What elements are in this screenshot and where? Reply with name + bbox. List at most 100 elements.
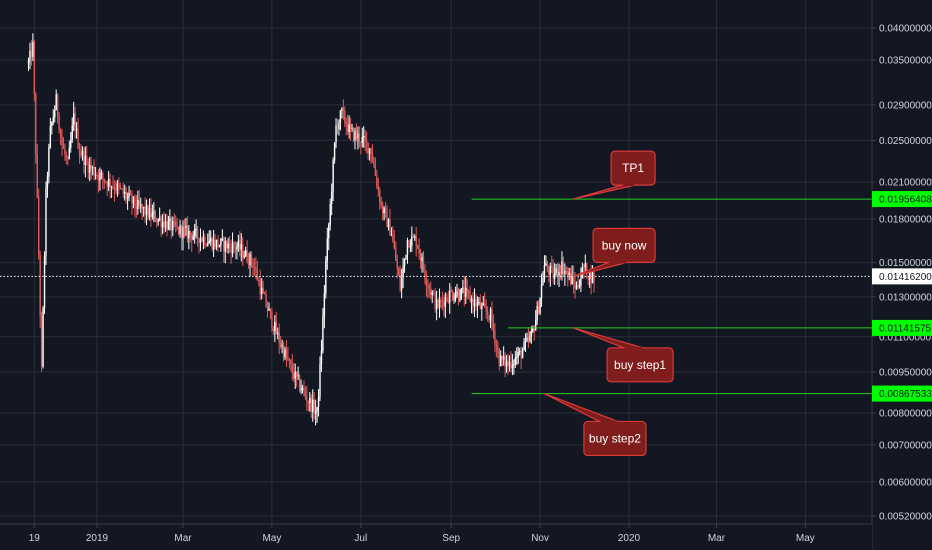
candle-body: [586, 263, 588, 278]
candle-body: [478, 301, 480, 304]
candle-body: [207, 243, 209, 246]
candle-body: [246, 250, 248, 262]
candle-body: [412, 236, 414, 238]
time-tick-label: 2019: [86, 533, 109, 544]
candle-body: [409, 245, 412, 248]
candle-body: [325, 260, 327, 294]
candle-body: [99, 173, 101, 181]
candle-body: [368, 148, 371, 154]
candle-body: [332, 160, 334, 192]
candle-body: [428, 286, 431, 289]
candle-body: [80, 153, 82, 156]
candle-body: [72, 113, 75, 126]
callout-label: buy step1: [614, 358, 666, 372]
candle-body: [419, 253, 422, 261]
price-tick-label: 0.00700000: [879, 440, 932, 451]
candle-body: [46, 176, 49, 188]
candle-body: [530, 331, 533, 337]
callout-buy-step1[interactable]: buy step1: [572, 327, 674, 383]
candle-body: [587, 277, 589, 280]
candle-body: [381, 204, 384, 214]
candle-body: [482, 303, 484, 305]
candle-body: [472, 298, 474, 307]
price-tick-label: 0.02900000: [879, 100, 932, 111]
price-tick-label: 0.02100000: [879, 178, 932, 189]
candle-body: [48, 147, 50, 177]
candle-body: [298, 375, 301, 390]
candle-body: [239, 240, 241, 250]
candle-body: [453, 298, 455, 300]
candle-body: [421, 257, 423, 261]
candle-body: [500, 355, 502, 367]
candle-body: [552, 267, 554, 279]
candle-body: [532, 328, 534, 332]
candle-body: [202, 237, 205, 242]
candle-body: [387, 219, 390, 228]
candle-body: [486, 311, 489, 316]
candle-body: [415, 236, 417, 246]
candle-body: [449, 290, 451, 303]
candle-body: [236, 247, 238, 250]
candle-body: [549, 266, 551, 275]
candle-body: [390, 235, 393, 237]
candle-body: [183, 227, 186, 229]
candle-body: [135, 206, 138, 210]
candle-body: [430, 288, 432, 295]
candle-body: [74, 113, 76, 131]
candle-body: [87, 161, 89, 173]
candle-body: [517, 351, 519, 357]
candle-body: [294, 371, 296, 379]
price-tick-label: 0.00520000: [879, 512, 932, 523]
candle-body: [535, 320, 537, 331]
candle-body: [172, 221, 174, 231]
candle-body: [262, 287, 264, 294]
candle-body: [569, 272, 572, 284]
callout-buy-step2[interactable]: buy step2: [543, 392, 647, 457]
candle-body: [395, 248, 397, 261]
candle-body: [266, 306, 269, 311]
price-tags: 0.01416200 0.01956408 0.01141575 0.00867533: [872, 191, 932, 402]
candle-body: [588, 271, 591, 280]
candle-body: [147, 205, 149, 218]
candle-body: [470, 298, 473, 302]
candle-body: [209, 238, 212, 241]
candles: [27, 33, 595, 426]
candle-body: [537, 306, 540, 314]
candle-body: [418, 248, 420, 254]
candle-body: [228, 243, 231, 247]
candle-body: [40, 316, 43, 367]
candle-body: [37, 197, 40, 256]
time-axis[interactable]: [0, 523, 872, 550]
candle-body: [107, 179, 110, 187]
candle-body: [540, 284, 543, 298]
time-tick-label: Sep: [442, 533, 460, 544]
candle-body: [223, 238, 225, 252]
candle-body: [494, 330, 496, 345]
candle-body: [511, 365, 514, 369]
callout-tp1[interactable]: TP1: [572, 150, 656, 200]
candle-body: [123, 192, 126, 194]
candle-body: [33, 41, 36, 95]
candle-body: [526, 337, 528, 341]
candle-body: [339, 110, 342, 122]
candle-body: [377, 186, 380, 191]
current-price-tag-label: 0.01416200: [879, 272, 932, 283]
candle-body: [138, 199, 140, 206]
candle-body: [83, 150, 85, 166]
candle-body: [364, 135, 366, 141]
candle-body: [234, 246, 237, 250]
candle-body: [303, 387, 305, 392]
candle-body: [97, 175, 100, 181]
callout-buy-now[interactable]: buy now: [572, 227, 656, 277]
candle-body: [467, 290, 470, 294]
candle-body: [447, 300, 449, 303]
candle-body: [67, 158, 69, 160]
candle-body: [399, 275, 401, 291]
candle-body: [306, 396, 308, 402]
candle-body: [277, 332, 279, 334]
candle-body: [457, 290, 460, 300]
candle-body: [185, 225, 187, 228]
candle-body: [559, 272, 562, 275]
candle-body: [564, 271, 566, 275]
